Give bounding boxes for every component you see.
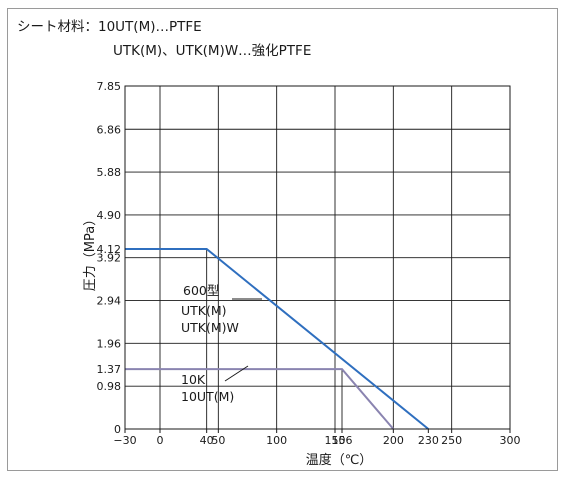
y-tick-label: 7.85 <box>97 80 122 93</box>
y-tick-label: 2.94 <box>97 295 122 308</box>
x-tick-label: 100 <box>266 434 287 447</box>
y-axis-label: 圧力（MPa） <box>83 213 98 291</box>
series-label-600-line-2: UTK(M) <box>181 303 227 318</box>
y-tick-label: 5.88 <box>97 166 122 179</box>
series-label-600: 600型 UTK(M) UTK(M)W <box>181 283 262 335</box>
header-line-1: シート材料：10UT(M)…PTFE <box>17 19 202 35</box>
y-tick-label: 0 <box>114 423 121 436</box>
reference-lines <box>206 248 343 429</box>
series-label-10k: 10K 10UT(M) <box>181 365 249 404</box>
x-tick-label: 40 <box>200 434 214 447</box>
x-tick-label: 156 <box>332 434 353 447</box>
y-tick-label: 4.90 <box>97 209 122 222</box>
y-tick-label: 1.37 <box>97 363 122 376</box>
series-label-10k-leader <box>224 365 249 382</box>
plot-area-border <box>124 85 511 430</box>
header-line-2: UTK(M)、UTK(M)W…強化PTFE <box>113 43 311 59</box>
y-tick-label: 4.12 <box>97 243 122 256</box>
x-tick-label: 50 <box>211 434 225 447</box>
y-tick-label: 0.98 <box>97 380 122 393</box>
series-line-s10k <box>125 368 395 430</box>
series-label-600-line-3: UTK(M)W <box>181 320 239 335</box>
x-tick-label: 300 <box>500 434 521 447</box>
x-tick-label: 0 <box>157 434 164 447</box>
grid-layer <box>125 86 510 429</box>
x-axis-label: 温度（℃） <box>306 452 373 468</box>
x-tick-label: 200 <box>383 434 404 447</box>
y-tick-labels: 0 0.98 1.37 1.96 2.94 3.924.12 4.90 5.88 6.86 7.8… <box>97 80 122 436</box>
x-tick-label: 150 <box>325 434 346 447</box>
series-line-s600 <box>125 247 429 430</box>
y-tick-label: 6.86 <box>97 123 122 136</box>
series-layer <box>125 247 429 430</box>
plot-frame <box>124 85 511 430</box>
y-tick-label: 3.92 <box>97 252 122 265</box>
series-label-10k-line-1: 10K <box>181 372 206 387</box>
series-label-10k-line-2: 10UT(M) <box>181 389 234 404</box>
series-label-600-line-1: 600型 <box>183 283 219 298</box>
x-tick-label: 230 <box>418 434 439 447</box>
x-tick-label: 250 <box>441 434 462 447</box>
y-tick-label: 1.96 <box>97 337 122 350</box>
x-tick-label: −30 <box>113 434 136 447</box>
